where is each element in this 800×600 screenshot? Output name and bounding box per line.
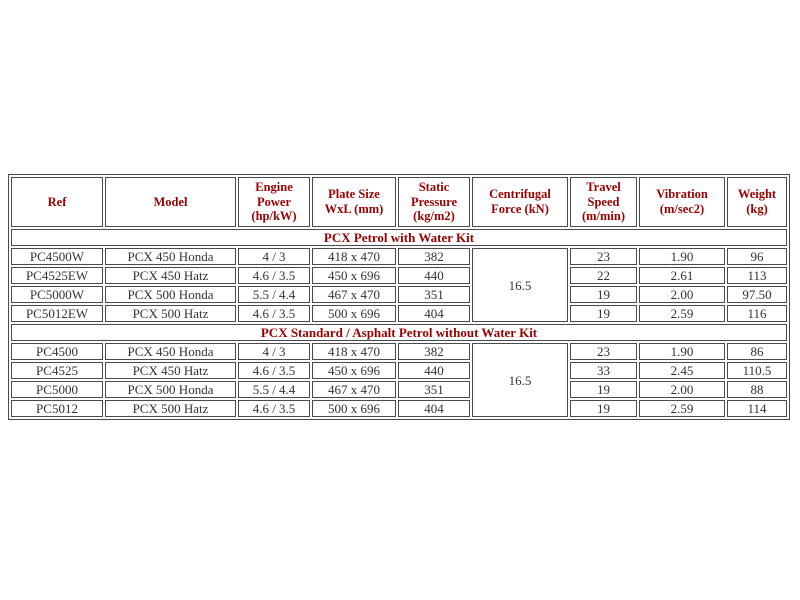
static-pressure-cell: 382 [398, 343, 470, 360]
vibration-cell: 2.61 [639, 267, 725, 284]
model-cell: PCX 500 Hatz [105, 305, 236, 322]
col-header-weight: Weight (kg) [727, 177, 787, 227]
static-pressure-cell: 440 [398, 267, 470, 284]
col-header-travel-speed: Travel Speed (m/min) [570, 177, 637, 227]
centrifugal-force-cell: 16.5 [472, 343, 568, 417]
vibration-cell: 2.45 [639, 362, 725, 379]
ref-cell: PC4500 [11, 343, 103, 360]
plate-size-cell: 418 x 470 [312, 248, 396, 265]
col-header-plate-size: Plate Size WxL (mm) [312, 177, 396, 227]
plate-size-cell: 467 x 470 [312, 381, 396, 398]
travel-speed-cell: 23 [570, 343, 637, 360]
ref-cell: PC5012 [11, 400, 103, 417]
model-cell: PCX 450 Honda [105, 343, 236, 360]
weight-cell: 97.50 [727, 286, 787, 303]
table-row: PC4500 PCX 450 Honda 4 / 3 418 x 470 382… [11, 343, 787, 417]
section-title-row: PCX Standard / Asphalt Petrol without Wa… [11, 324, 787, 341]
ref-cell: PC4500W [11, 248, 103, 265]
static-pressure-cell: 351 [398, 381, 470, 398]
col-header-ref: Ref [11, 177, 103, 227]
section-title-row: PCX Petrol with Water Kit [11, 229, 787, 246]
weight-cell: 86 [727, 343, 787, 360]
vibration-cell: 2.59 [639, 305, 725, 322]
travel-speed-cell: 22 [570, 267, 637, 284]
engine-power-cell: 4 / 3 [238, 343, 310, 360]
table-row: PC5012EW PCX 500 Hatz 4.6 / 3.5 500 x 69… [11, 305, 787, 322]
static-pressure-cell: 404 [398, 305, 470, 322]
travel-speed-cell: 23 [570, 248, 637, 265]
col-header-vibration: Vibration (m/sec2) [639, 177, 725, 227]
vibration-cell: 2.00 [639, 381, 725, 398]
model-cell: PCX 500 Honda [105, 381, 236, 398]
model-cell: PCX 500 Hatz [105, 400, 236, 417]
travel-speed-cell: 33 [570, 362, 637, 379]
plate-size-cell: 467 x 470 [312, 286, 396, 303]
engine-power-cell: 5.5 / 4.4 [238, 286, 310, 303]
static-pressure-cell: 382 [398, 248, 470, 265]
weight-cell: 113 [727, 267, 787, 284]
engine-power-cell: 4.6 / 3.5 [238, 362, 310, 379]
table-row: PC5000W PCX 500 Honda 5.5 / 4.4 467 x 47… [11, 286, 787, 303]
table-row: PC5012 PCX 500 Hatz 4.6 / 3.5 500 x 696 … [11, 400, 787, 417]
engine-power-cell: 4.6 / 3.5 [238, 400, 310, 417]
centrifugal-force-cell: 16.5 [472, 248, 568, 322]
model-cell: PCX 450 Hatz [105, 267, 236, 284]
model-cell: PCX 500 Honda [105, 286, 236, 303]
col-header-model: Model [105, 177, 236, 227]
ref-cell: PC4525 [11, 362, 103, 379]
static-pressure-cell: 351 [398, 286, 470, 303]
model-cell: PCX 450 Hatz [105, 362, 236, 379]
section-title: PCX Standard / Asphalt Petrol without Wa… [11, 324, 787, 341]
static-pressure-cell: 440 [398, 362, 470, 379]
engine-power-cell: 5.5 / 4.4 [238, 381, 310, 398]
vibration-cell: 1.90 [639, 343, 725, 360]
weight-cell: 96 [727, 248, 787, 265]
engine-power-cell: 4 / 3 [238, 248, 310, 265]
travel-speed-cell: 19 [570, 305, 637, 322]
header-row: Ref Model Engine Power (hp/kW) Plate Siz… [11, 177, 787, 227]
travel-speed-cell: 19 [570, 381, 637, 398]
ref-cell: PC5000 [11, 381, 103, 398]
ref-cell: PC5000W [11, 286, 103, 303]
engine-power-cell: 4.6 / 3.5 [238, 305, 310, 322]
plate-size-cell: 500 x 696 [312, 400, 396, 417]
plate-size-cell: 500 x 696 [312, 305, 396, 322]
plate-size-cell: 450 x 696 [312, 267, 396, 284]
col-header-engine-power: Engine Power (hp/kW) [238, 177, 310, 227]
plate-size-cell: 450 x 696 [312, 362, 396, 379]
table-row: PC4525EW PCX 450 Hatz 4.6 / 3.5 450 x 69… [11, 267, 787, 284]
col-header-static-pressure: Static Pressure (kg/m2) [398, 177, 470, 227]
model-cell: PCX 450 Honda [105, 248, 236, 265]
weight-cell: 110.5 [727, 362, 787, 379]
weight-cell: 114 [727, 400, 787, 417]
travel-speed-cell: 19 [570, 286, 637, 303]
table-row: PC4525 PCX 450 Hatz 4.6 / 3.5 450 x 696 … [11, 362, 787, 379]
spec-table: Ref Model Engine Power (hp/kW) Plate Siz… [8, 174, 790, 420]
plate-size-cell: 418 x 470 [312, 343, 396, 360]
table-row: PC5000 PCX 500 Honda 5.5 / 4.4 467 x 470… [11, 381, 787, 398]
ref-cell: PC4525EW [11, 267, 103, 284]
vibration-cell: 2.00 [639, 286, 725, 303]
section-title: PCX Petrol with Water Kit [11, 229, 787, 246]
engine-power-cell: 4.6 / 3.5 [238, 267, 310, 284]
travel-speed-cell: 19 [570, 400, 637, 417]
vibration-cell: 2.59 [639, 400, 725, 417]
col-header-centrifugal-force: Centrifugal Force (kN) [472, 177, 568, 227]
ref-cell: PC5012EW [11, 305, 103, 322]
weight-cell: 88 [727, 381, 787, 398]
table-row: PC4500W PCX 450 Honda 4 / 3 418 x 470 38… [11, 248, 787, 322]
vibration-cell: 1.90 [639, 248, 725, 265]
static-pressure-cell: 404 [398, 400, 470, 417]
weight-cell: 116 [727, 305, 787, 322]
